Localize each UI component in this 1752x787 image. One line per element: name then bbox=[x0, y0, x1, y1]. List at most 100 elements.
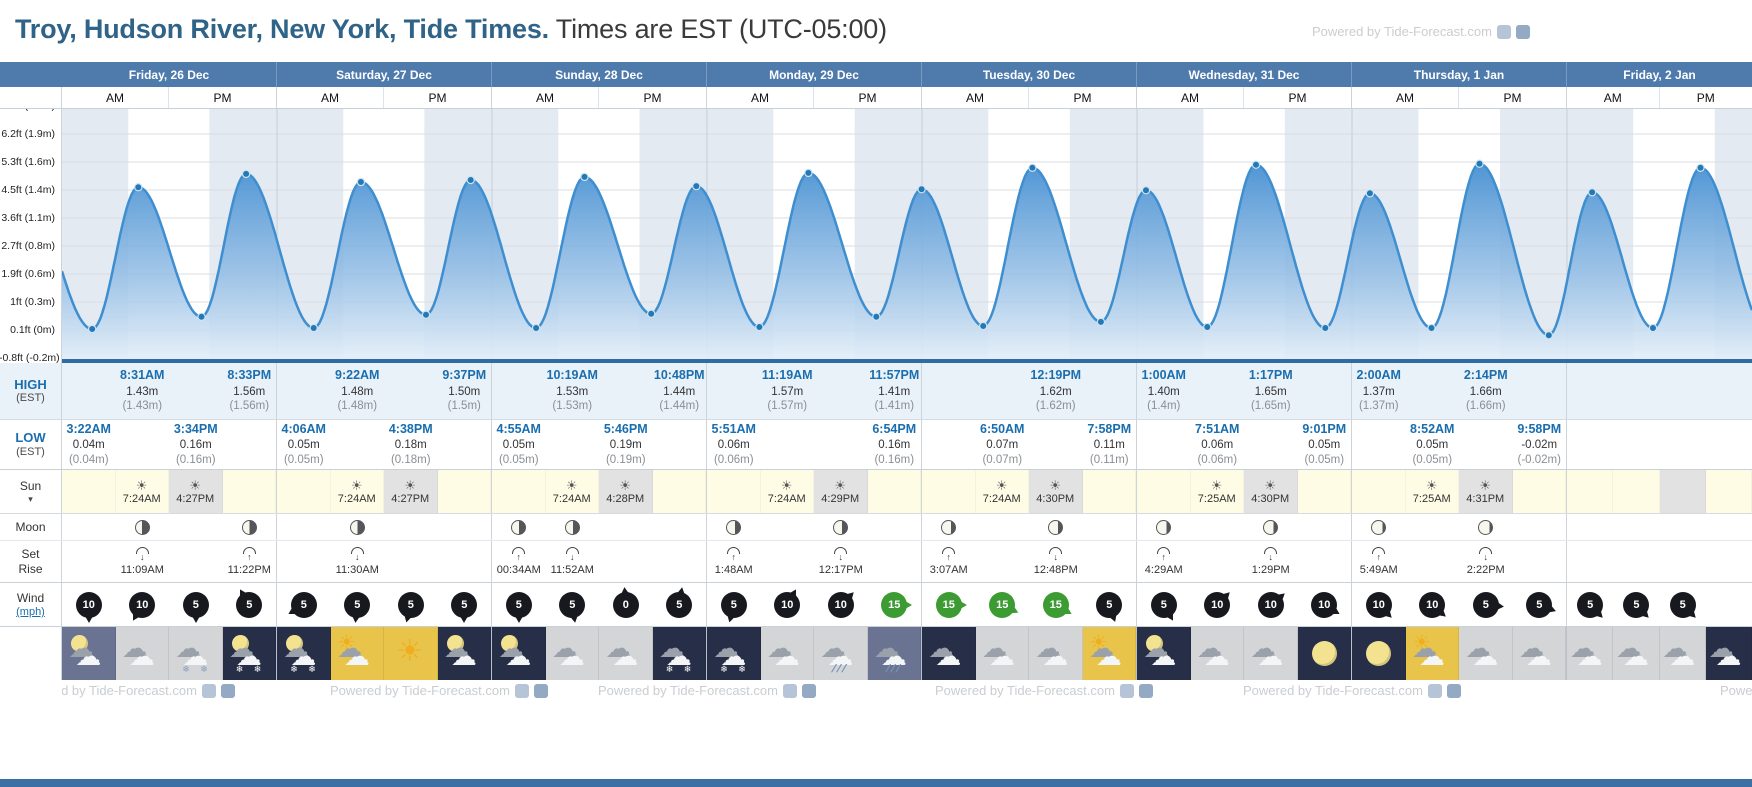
weather-cell: ☀ ☁ ☁ bbox=[330, 627, 384, 680]
tide-height-m: -0.02m bbox=[1521, 439, 1558, 452]
moonrise-icon: ↑ bbox=[1157, 547, 1171, 562]
day-subcell: 15 bbox=[868, 583, 922, 626]
powered-by-link[interactable]: Powered by Tide-Forecast.com bbox=[1243, 683, 1461, 698]
day-subcell: 5 bbox=[546, 583, 600, 626]
day-subcell: 5 bbox=[1083, 583, 1137, 626]
sunrise-time: 7:24AM bbox=[767, 492, 806, 505]
moon-icon bbox=[1303, 634, 1345, 674]
day-subcell bbox=[1137, 470, 1191, 513]
tide-height-alt: (1.57m) bbox=[767, 400, 808, 413]
wind-badge: 10 bbox=[824, 588, 858, 622]
footer-watermark-row: Powered by Tide-Forecast.com Powered by T… bbox=[62, 680, 1752, 704]
wind-badge: 5 bbox=[447, 588, 481, 623]
day-subcell: ☀ 7:25AM bbox=[1190, 470, 1244, 513]
tide-time: 10:48PM bbox=[653, 368, 705, 383]
watermark-badge-icon bbox=[1496, 24, 1511, 39]
sunset-icon: ☀ bbox=[1049, 477, 1062, 493]
wind-speed: 5 bbox=[1577, 591, 1604, 618]
moon-phase-icon bbox=[241, 519, 257, 535]
day-subcell: ↑ 4:29AM bbox=[1137, 541, 1191, 582]
day-subcell bbox=[976, 541, 1030, 582]
day-column: 7:51AM 0.06m (0.06m) 9:01PM 0.05m (0.05m) bbox=[1137, 420, 1352, 469]
moon-icon bbox=[71, 634, 89, 652]
day-subcell: ↓ 11:52AM bbox=[546, 541, 600, 582]
tide-time: 3:22AM bbox=[66, 421, 111, 436]
moon-phase-icon bbox=[511, 519, 527, 535]
day-subcell bbox=[116, 514, 170, 540]
tide-height-m: 1.41m bbox=[878, 385, 911, 398]
day-subcell: 3:22AM 0.04m (0.04m) bbox=[62, 420, 116, 469]
day-subcell: 5:46PM 0.19m (0.19m) bbox=[599, 420, 653, 469]
cloud-icon: ☁ ☁ bbox=[1615, 634, 1657, 674]
tide-extreme-dot bbox=[1648, 323, 1658, 333]
day-subcell: 10 bbox=[1406, 583, 1460, 626]
wind-badge: 5 bbox=[1092, 588, 1126, 623]
day-subcell bbox=[1298, 514, 1352, 540]
wind-speed: 10 bbox=[75, 591, 102, 618]
high-tide-entry: 1:00AM 1.40m (1.4m) bbox=[1142, 368, 1186, 413]
weather-cell: ☀ ☁ ☁ bbox=[1082, 627, 1136, 680]
moonset-icon: ↓ bbox=[350, 547, 364, 562]
sun-icon: ☀ bbox=[1412, 631, 1431, 654]
tide-height-m: 0.06m bbox=[717, 439, 750, 452]
day-subcell bbox=[223, 420, 277, 469]
cloud-icon: ☁ bbox=[612, 640, 639, 671]
day-subcell bbox=[922, 420, 976, 469]
day-subcell bbox=[1083, 514, 1137, 540]
tide-time: 5:46PM bbox=[603, 421, 648, 436]
powered-by-link[interactable]: Powered by Tide-Forecast.com bbox=[598, 683, 816, 698]
sun-row-toggle[interactable]: Sun ▾ bbox=[0, 470, 62, 513]
wind-badge: 5 bbox=[1573, 588, 1607, 622]
sunset-icon: ☀ bbox=[1479, 477, 1492, 493]
tide-time: 8:52AM bbox=[1410, 421, 1455, 436]
tide-extreme-dot bbox=[1427, 323, 1436, 333]
tide-height-alt: (0.05m) bbox=[283, 453, 324, 466]
tide-extreme-dot bbox=[580, 172, 589, 182]
moonset-moonrise-row: Set Rise ↓ 11:09AM ↑ 11:22PM ↓ 11:30AM ↑ 00:34AM ↓… bbox=[0, 541, 1752, 583]
cloud-icon: ☁ bbox=[450, 640, 477, 671]
tide-time: 4:38PM bbox=[388, 421, 433, 436]
day-subcell: 8:52AM 0.05m (0.05m) bbox=[1406, 420, 1460, 469]
sunrise-time: 7:25AM bbox=[1197, 492, 1236, 505]
page-title: Troy, Hudson River, New York, Tide Times… bbox=[15, 14, 1752, 45]
moon-cloud-snow-icon: ☁ ☁ ❄ ❄ bbox=[282, 634, 324, 674]
day-subcell bbox=[116, 420, 170, 469]
powered-by-link[interactable]: Powered by Tide-Forecast.com bbox=[62, 683, 235, 698]
high-tide-entry: 10:48PM 1.44m (1.44m) bbox=[654, 368, 705, 413]
moon-icon bbox=[286, 634, 304, 652]
day-subcell: ☀ 4:28PM bbox=[599, 470, 653, 513]
tide-time: 12:19PM bbox=[1030, 368, 1082, 383]
moon-horizon-arc bbox=[242, 547, 256, 554]
wind-speed: 5 bbox=[1150, 591, 1177, 618]
chevron-down-icon[interactable]: ▾ bbox=[28, 494, 33, 504]
am-label: AM bbox=[277, 87, 384, 108]
cloud-icon: ☁ bbox=[1411, 632, 1438, 663]
moonrise-entry: ↑ 4:29AM bbox=[1145, 547, 1183, 576]
powered-by-link[interactable]: Powered by Tide-Forecast.com bbox=[935, 683, 1153, 698]
day-subcell bbox=[1567, 514, 1613, 540]
high-tide-entry: 8:33PM 1.56m (1.56m) bbox=[227, 368, 271, 413]
day-subcell bbox=[223, 514, 277, 540]
est-label: (EST) bbox=[16, 445, 45, 458]
tide-time: 2:00AM bbox=[1356, 368, 1401, 383]
mph-link[interactable]: (mph) bbox=[16, 606, 45, 618]
day-subcell bbox=[1352, 420, 1406, 469]
watermark-badge-icon bbox=[1515, 24, 1530, 39]
day-subcell bbox=[546, 514, 600, 540]
day-subcell bbox=[599, 541, 653, 582]
snow-icon: ❄ ❄ bbox=[235, 663, 266, 674]
wind-row-label: Wind (mph) bbox=[0, 583, 62, 626]
y-axis-label: 1ft (0.3m) bbox=[10, 296, 55, 308]
day-column bbox=[922, 514, 1137, 540]
day-subcell: 5 bbox=[1567, 583, 1613, 626]
powered-by-link[interactable]: Powered by Tide-Forecast.com bbox=[330, 683, 548, 698]
powered-by-link[interactable]: Powered by Tide-Forecast.com bbox=[1312, 24, 1530, 39]
powered-by-link[interactable]: Powered by Tide-Forecast.com bbox=[1720, 683, 1752, 698]
tide-curve bbox=[62, 109, 1752, 363]
day-subcell: 10 bbox=[1298, 583, 1352, 626]
day-header-cell: Tuesday, 30 Dec bbox=[922, 62, 1137, 87]
cloud-icon: ☁ bbox=[1042, 640, 1069, 671]
row-label-low: LOW (EST) bbox=[0, 420, 62, 469]
page-title-location: Troy, Hudson River, New York, Tide Times… bbox=[15, 14, 549, 44]
